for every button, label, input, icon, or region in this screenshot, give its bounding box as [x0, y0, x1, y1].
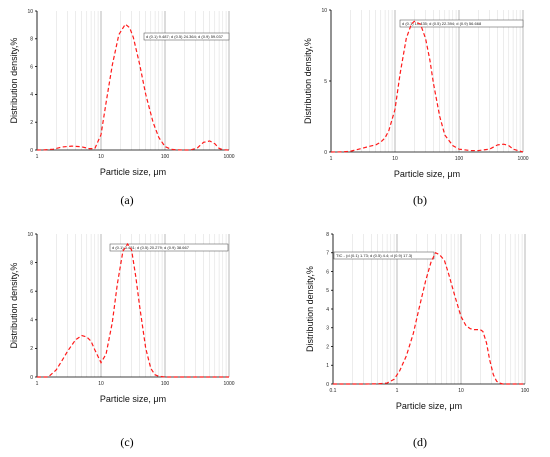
y-tick-label: 4 — [30, 92, 33, 98]
data-point — [176, 149, 177, 150]
x-tick-label: 100 — [161, 381, 170, 387]
panel-d: 0.1 1 10 100 0 1 2 3 4 5 6 7 8 Particle size, μm Distr… — [305, 232, 529, 411]
panel-c: 1 10 100 1000 0 2 4 6 8 10 Particle size, μm Distri… — [9, 232, 235, 404]
x-tick-label: 1 — [396, 388, 399, 394]
data-point — [90, 341, 91, 342]
legend-box — [399, 19, 524, 28]
y-tick-label: 4 — [30, 318, 33, 324]
data-point — [439, 254, 440, 255]
data-point — [117, 283, 118, 284]
y-tick-label: 2 — [30, 346, 33, 352]
data-point — [524, 383, 525, 384]
data-point — [48, 376, 49, 377]
panel-a: 1 10 100 1000 0 2 4 6 8 10 Particle size, μm Distri… — [9, 9, 235, 177]
data-point — [342, 151, 343, 152]
y-axis-label: Distribution density,% — [303, 38, 313, 124]
y-tick-label: 0 — [30, 375, 33, 381]
data-point — [411, 24, 412, 25]
legend-box — [143, 32, 230, 41]
legend-box — [109, 243, 229, 252]
y-axis-label: Distribution density,% — [9, 38, 19, 124]
y-axis-label: Distribution density,% — [9, 263, 19, 349]
x-tick-label: 1 — [36, 154, 39, 160]
data-point — [363, 383, 364, 384]
y-tick-label: 0 — [326, 382, 329, 388]
caption-b: (b) — [413, 193, 427, 207]
data-point — [86, 336, 87, 337]
series-line — [333, 251, 525, 385]
y-tick-label: 10 — [27, 9, 33, 15]
data-point — [384, 137, 385, 138]
y-tick-label: 2 — [326, 344, 329, 350]
x-tick-label: 1 — [330, 156, 333, 162]
data-point — [228, 149, 229, 150]
y-tick-label: 3 — [326, 326, 329, 332]
x-tick-label: 100 — [521, 388, 530, 394]
caption-c: (c) — [120, 435, 133, 449]
data-point — [152, 122, 153, 123]
x-tick-label: 10 — [98, 381, 104, 387]
x-tick-label: 10 — [392, 156, 398, 162]
legend-box — [333, 251, 435, 260]
data-point — [145, 348, 146, 349]
x-tick-label: 1000 — [517, 156, 528, 162]
data-point — [125, 24, 126, 25]
data-point — [75, 339, 76, 340]
data-point — [470, 150, 471, 151]
y-tick-label: 10 — [321, 8, 327, 14]
legend-text: d (0.1) 10.435; d (0.5) 22.394; d (0.9) … — [402, 21, 482, 26]
x-axis-label: Particle size, μm — [100, 167, 166, 177]
y-tick-label: 8 — [30, 260, 33, 266]
y-tick-label: 1 — [326, 363, 329, 369]
y-tick-label: 0 — [324, 150, 327, 156]
legend-text: d (0.1) 3.431; d (0.5) 20.279; d (0.9) 3… — [112, 245, 190, 250]
y-tick-label: 8 — [326, 232, 329, 238]
data-point — [112, 322, 113, 323]
y-tick-label: 0 — [30, 148, 33, 154]
data-point — [489, 359, 490, 360]
data-point — [512, 149, 513, 150]
series-line — [330, 20, 524, 153]
data-point — [425, 38, 426, 39]
caption-d: (d) — [413, 435, 427, 449]
x-tick-label: 100 — [455, 156, 464, 162]
y-tick-label: 10 — [27, 232, 33, 238]
data-point — [377, 383, 378, 384]
x-tick-label: 10 — [98, 154, 104, 160]
data-point — [222, 149, 223, 150]
legend-text: d (0.1) 9.487; d (0.5) 24.364; d (0.9) 5… — [146, 34, 224, 39]
y-axis-label: Distribution density,% — [305, 266, 315, 352]
y-tick-label: 2 — [30, 120, 33, 126]
series-line — [37, 242, 229, 378]
legend-text: TIC - (d (0.1) 1.73; d (0.5) 4.4; d (0.9… — [336, 253, 413, 258]
data-point — [67, 351, 68, 352]
panel-b: 1 10 100 1000 0 5 10 Particle size, μm Distribut… — [303, 8, 529, 179]
data-point — [158, 376, 159, 377]
data-point — [380, 141, 381, 142]
x-tick-label: 10 — [458, 388, 464, 394]
y-tick-label: 5 — [324, 79, 327, 85]
series-line — [36, 23, 230, 151]
y-tick-label: 5 — [326, 288, 329, 294]
data-point — [164, 146, 165, 147]
x-axis-label: Particle size, μm — [396, 401, 462, 411]
x-axis-label: Particle size, μm — [100, 394, 166, 404]
y-tick-label: 6 — [30, 64, 33, 70]
y-tick-label: 7 — [326, 251, 329, 257]
data-point — [150, 368, 151, 369]
y-tick-label: 8 — [30, 37, 33, 43]
caption-a: (a) — [120, 193, 133, 207]
x-tick-label: 1 — [36, 381, 39, 387]
data-point — [489, 149, 490, 150]
y-tick-label: 4 — [326, 307, 329, 313]
data-point — [361, 148, 362, 149]
x-tick-label: 1000 — [223, 381, 234, 387]
x-tick-label: 100 — [161, 154, 170, 160]
x-tick-label: 0.1 — [330, 388, 337, 394]
x-tick-label: 1000 — [223, 154, 234, 160]
x-axis-label: Particle size, μm — [394, 169, 460, 179]
y-tick-label: 6 — [30, 289, 33, 295]
y-tick-label: 6 — [326, 269, 329, 275]
